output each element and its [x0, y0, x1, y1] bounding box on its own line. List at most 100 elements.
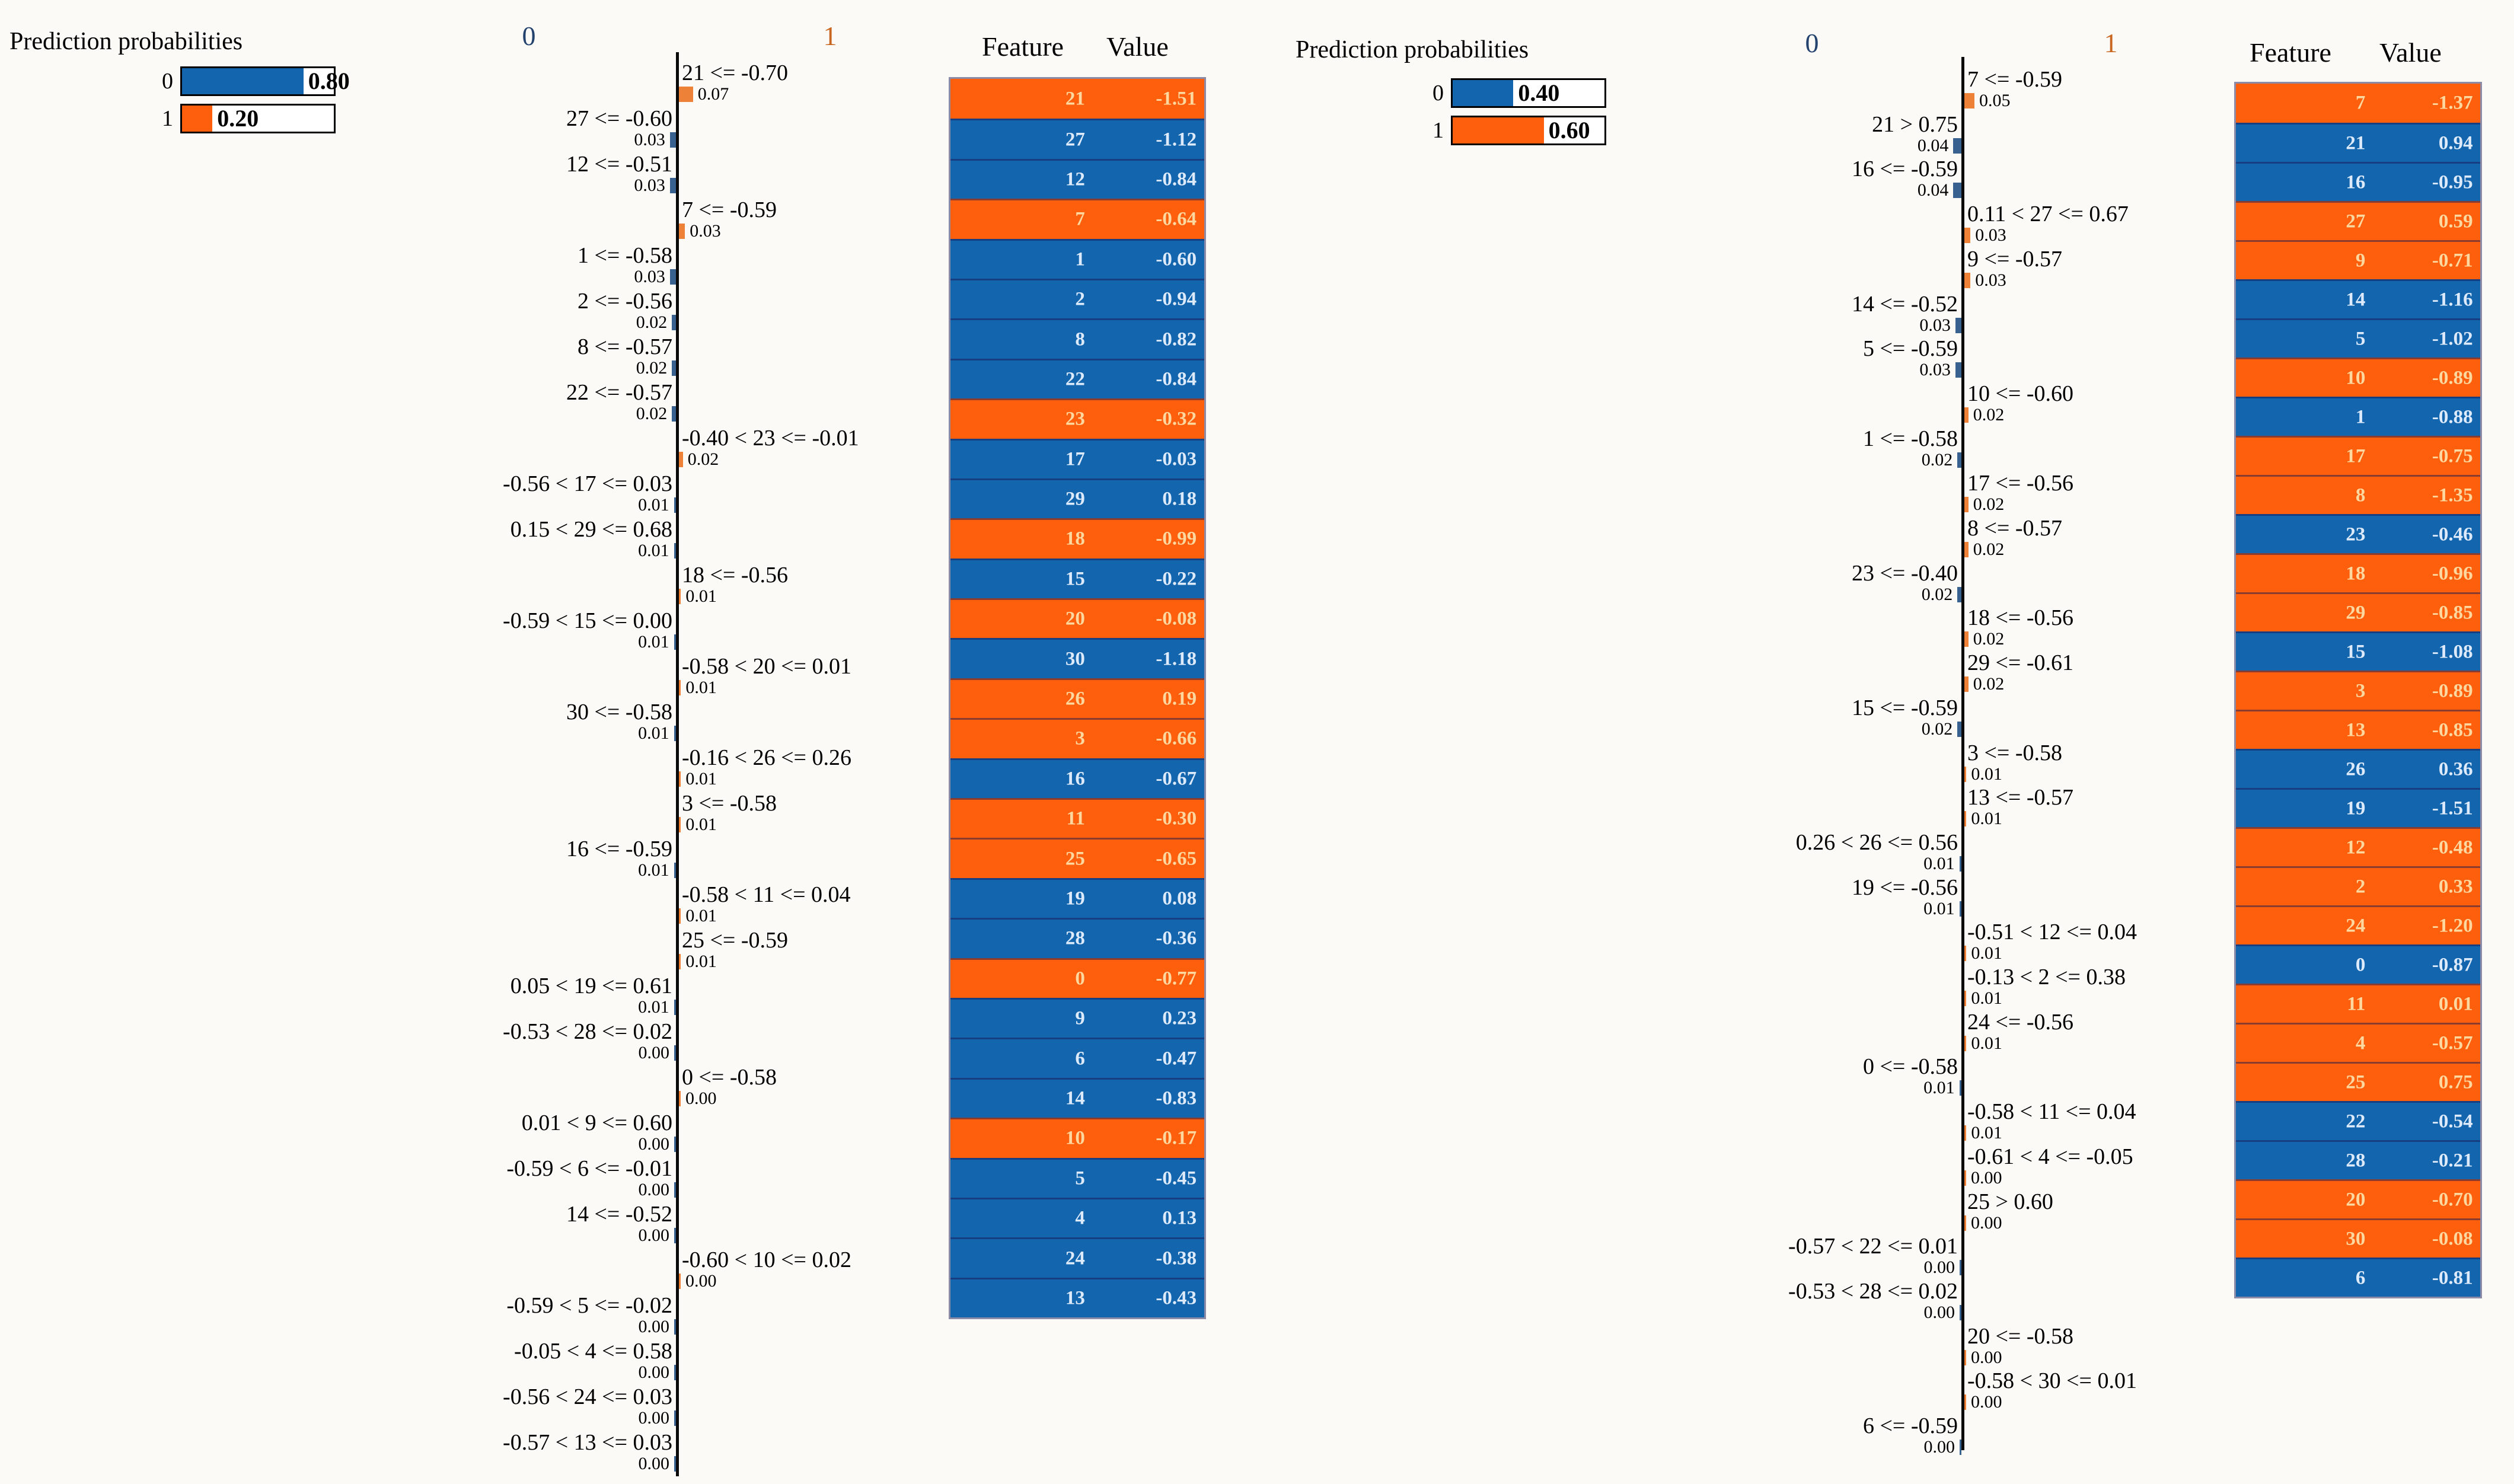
- feature-cell: 22: [2346, 1110, 2366, 1132]
- weight-bar: [1964, 631, 1969, 647]
- feature-condition-label: -0.16 < 26 <= 0.26: [682, 745, 851, 770]
- value-column-header: Value: [2379, 37, 2442, 68]
- value-cell: -0.43: [1156, 1287, 1197, 1309]
- feature-cell: 28: [2346, 1150, 2366, 1171]
- table-row: 0 -0.87: [2236, 944, 2480, 984]
- value-cell: -0.81: [2432, 1267, 2473, 1288]
- feature-cell: 29: [1065, 488, 1085, 510]
- value-cell: -0.89: [2432, 680, 2473, 701]
- feature-cell: 1: [1075, 248, 1085, 270]
- value-cell: -0.30: [1156, 808, 1197, 829]
- table-row: 22 -0.54: [2236, 1101, 2480, 1140]
- value-cell: -1.08: [2432, 641, 2473, 662]
- feature-cell: 28: [1065, 927, 1085, 949]
- table-row: 29 0.18: [950, 478, 1204, 519]
- feature-condition-label: -0.58 < 30 <= 0.01: [1967, 1368, 2137, 1393]
- feature-condition-label: 7 <= -0.59: [682, 197, 777, 222]
- class-1-axis-header: 1: [823, 21, 837, 51]
- feature-cell: 22: [1065, 368, 1085, 390]
- feature-condition-label: 6 <= -0.59: [1862, 1413, 1958, 1438]
- feature-condition-label: -0.59 < 5 <= -0.02: [506, 1293, 672, 1318]
- value-cell: -0.66: [1156, 727, 1197, 749]
- value-cell: -0.71: [2432, 250, 2473, 271]
- weight-value: 0.01: [638, 723, 669, 743]
- feature-condition-label: -0.58 < 20 <= 0.01: [682, 654, 851, 679]
- value-cell: -0.95: [2432, 171, 2473, 193]
- table-row: 11 0.01: [2236, 984, 2480, 1023]
- weight-value: 0.02: [1921, 450, 1953, 470]
- weight-value: 0.02: [636, 312, 668, 332]
- weight-bar: [1964, 1350, 1966, 1365]
- table-row: 4 -0.57: [2236, 1023, 2480, 1062]
- weight-bar: [1964, 767, 1967, 782]
- feature-cell: 20: [1065, 608, 1085, 630]
- value-cell: -0.96: [2432, 563, 2473, 584]
- table-row: 4 0.13: [950, 1197, 1204, 1238]
- feature-condition-label: 16 <= -0.59: [1851, 157, 1958, 181]
- weight-value: 0.01: [1971, 809, 2002, 828]
- feature-condition-label: -0.56 < 17 <= 0.03: [503, 471, 672, 496]
- weight-bar: [679, 954, 681, 969]
- table-row: 3 -0.66: [950, 718, 1204, 758]
- weight-value: 0.04: [1917, 136, 1949, 155]
- prediction-probability-row: 1 0.60: [1390, 116, 1606, 145]
- weight-value: 0.03: [1919, 315, 1951, 335]
- feature-condition-label: 23 <= -0.40: [1851, 561, 1958, 586]
- weight-value: 0.00: [638, 1134, 670, 1154]
- feature-cell: 30: [1065, 648, 1085, 670]
- feature-condition-label: 30 <= -0.58: [566, 700, 672, 725]
- feature-condition-label: -0.58 < 11 <= 0.04: [682, 882, 851, 907]
- feature-condition-label: 0.15 < 29 <= 0.68: [510, 517, 672, 542]
- table-row: 24 -1.20: [2236, 905, 2480, 944]
- value-cell: -0.85: [2432, 719, 2473, 741]
- weight-bar: [1964, 676, 1969, 692]
- weight-bar: [1953, 183, 1961, 198]
- weight-value: 0.00: [1971, 1213, 2002, 1233]
- feature-condition-label: 2 <= -0.56: [577, 289, 672, 314]
- weight-bar: [679, 589, 681, 604]
- prediction-probabilities-title: Prediction probabilities: [1296, 36, 1529, 63]
- weight-bar: [679, 87, 693, 102]
- feature-condition-label: -0.53 < 28 <= 0.02: [1788, 1279, 1958, 1304]
- weight-bar: [1959, 856, 1961, 872]
- probability-bar-fill: [182, 106, 213, 132]
- weight-value: 0.05: [1979, 91, 2011, 110]
- feature-condition-label: 0.05 < 19 <= 0.61: [510, 974, 672, 998]
- feature-condition-label: 0 <= -0.58: [1862, 1054, 1958, 1079]
- table-row: 30 -1.18: [950, 638, 1204, 678]
- feature-condition-label: 21 > 0.75: [1872, 112, 1958, 137]
- probability-bar: 0.80: [180, 66, 350, 96]
- value-cell: -0.46: [2432, 524, 2473, 545]
- value-cell: 0.01: [2438, 993, 2473, 1014]
- weight-bar: [674, 1045, 676, 1061]
- table-row: 2 -0.94: [950, 278, 1204, 319]
- value-cell: -0.36: [1156, 927, 1197, 949]
- value-cell: -1.35: [2432, 484, 2473, 506]
- feature-cell: 21: [2346, 132, 2366, 154]
- feature-cell: 10: [1065, 1127, 1085, 1149]
- feature-condition-label: -0.05 < 4 <= 0.58: [514, 1339, 672, 1364]
- value-cell: -1.20: [2432, 915, 2473, 936]
- feature-condition-label: 25 > 0.60: [1967, 1189, 2053, 1214]
- feature-cell: 19: [2346, 797, 2366, 819]
- weight-bar: [1957, 452, 1961, 468]
- table-row: 15 -1.08: [2236, 631, 2480, 671]
- table-row: 23 -0.32: [950, 398, 1204, 439]
- feature-condition-label: 14 <= -0.52: [1851, 292, 1958, 317]
- weight-bar: [674, 543, 676, 559]
- feature-cell: 10: [2346, 367, 2366, 388]
- value-cell: -0.67: [1156, 768, 1197, 790]
- weight-value: 0.01: [1971, 1033, 2002, 1053]
- weight-bar: [1964, 1036, 1967, 1051]
- feature-cell: 13: [1065, 1287, 1085, 1309]
- probability-bar-fill: [1453, 117, 1544, 143]
- weight-value: 0.00: [638, 1362, 670, 1382]
- weight-bar: [1955, 362, 1961, 378]
- feature-condition-label: 29 <= -0.61: [1967, 650, 2074, 675]
- feature-condition-label: 7 <= -0.59: [1967, 67, 2063, 92]
- weight-bar: [674, 634, 676, 650]
- feature-condition-label: 15 <= -0.59: [1851, 695, 1958, 720]
- table-row: 9 -0.71: [2236, 240, 2480, 279]
- feature-cell: 2: [2355, 876, 2366, 897]
- weight-bar: [1964, 946, 1967, 961]
